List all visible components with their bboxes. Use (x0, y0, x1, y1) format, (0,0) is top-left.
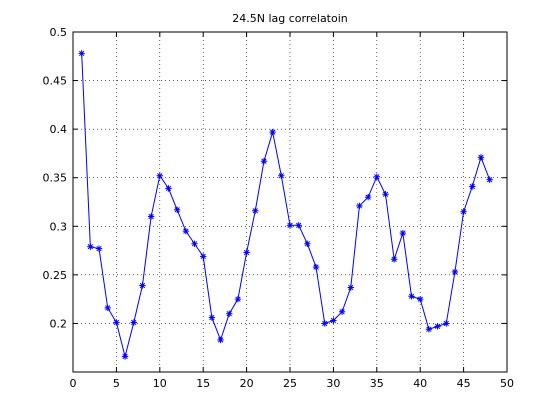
y-tick-label: 0.2 (50, 317, 68, 330)
data-point-marker (130, 319, 137, 326)
x-tick-label: 30 (326, 377, 340, 390)
series-line (81, 53, 491, 357)
data-point-marker (451, 268, 459, 276)
axis-ticks: 0 5 10 15 20 25 30 35 40 45 50 0.2 0.25 0.3 0.35 0.4 0.4… (43, 26, 515, 390)
data-point-marker (243, 249, 250, 256)
x-tick-label: 5 (113, 377, 120, 390)
x-tick-label: 0 (70, 377, 77, 390)
data-point-marker (382, 191, 389, 198)
data-point-marker (321, 320, 328, 327)
data-point-marker (347, 284, 354, 291)
y-tick-label: 0.25 (43, 269, 68, 282)
data-point-marker (486, 176, 493, 183)
data-point-marker (147, 213, 155, 220)
chart-title: 24.5N lag correlatoin (232, 12, 348, 25)
data-point-marker (156, 172, 163, 179)
data-point-marker (165, 185, 172, 192)
x-tick-label: 50 (500, 377, 514, 390)
data-point-marker (408, 293, 415, 300)
data-point-marker (278, 172, 285, 179)
x-tick-label: 10 (153, 377, 167, 390)
y-tick-label: 0.35 (43, 172, 68, 185)
x-tick-label: 40 (413, 377, 427, 390)
data-point-marker (113, 319, 120, 326)
x-tick-label: 45 (457, 377, 471, 390)
data-point-marker (460, 208, 467, 215)
x-tick-label: 15 (196, 377, 210, 390)
data-point-marker (87, 243, 94, 250)
data-series (78, 50, 493, 360)
grid-lines (73, 32, 507, 372)
data-point-marker (390, 256, 398, 263)
data-point-marker (425, 326, 433, 333)
data-point-marker (356, 202, 363, 210)
data-point-marker (121, 353, 129, 360)
data-point-marker (78, 50, 85, 57)
x-tick-label: 35 (370, 377, 384, 390)
data-point-marker (173, 206, 181, 213)
data-point-marker (295, 222, 302, 229)
y-tick-label: 0.5 (50, 26, 68, 39)
data-point-marker (191, 240, 198, 247)
data-point-marker (226, 310, 233, 317)
data-point-marker (434, 323, 441, 330)
x-tick-label: 20 (240, 377, 254, 390)
data-point-marker (104, 304, 111, 312)
data-point-marker (443, 320, 450, 327)
data-point-marker (234, 295, 242, 303)
data-point-marker (338, 308, 346, 315)
data-point-marker (399, 229, 407, 237)
data-point-marker (252, 207, 259, 214)
data-point-marker (182, 227, 190, 235)
data-point-marker (217, 336, 224, 344)
data-point-marker (286, 222, 294, 229)
y-tick-label: 0.45 (43, 75, 68, 88)
data-point-marker (312, 263, 320, 271)
data-point-marker (477, 154, 485, 161)
y-tick-label: 0.4 (50, 123, 68, 136)
data-point-marker (417, 295, 424, 303)
data-point-marker (139, 282, 146, 289)
y-tick-label: 0.3 (50, 220, 68, 233)
data-point-marker (269, 128, 276, 136)
data-point-marker (330, 317, 337, 324)
data-point-marker (469, 183, 476, 190)
data-point-marker (260, 158, 268, 165)
data-point-marker (95, 245, 103, 252)
data-point-marker (373, 173, 380, 180)
data-point-marker (304, 240, 311, 247)
x-tick-label: 25 (283, 377, 297, 390)
data-point-marker (200, 253, 207, 260)
data-point-marker (208, 314, 216, 321)
data-point-marker (364, 193, 372, 201)
